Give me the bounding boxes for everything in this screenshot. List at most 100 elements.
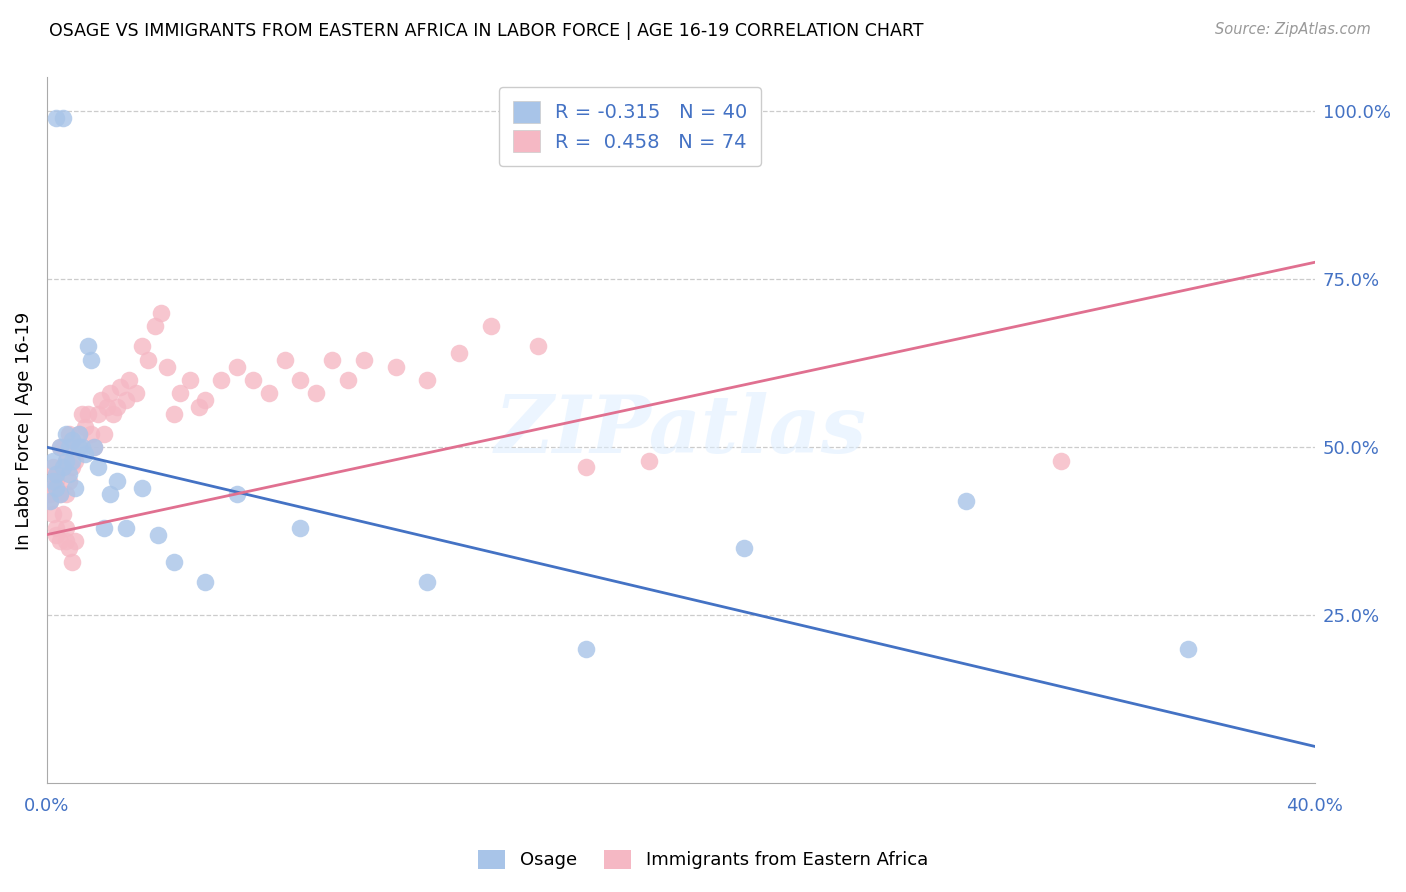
Point — [67, 440, 90, 454]
Point — [45, 521, 67, 535]
Text: Source: ZipAtlas.com: Source: ZipAtlas.com — [1215, 22, 1371, 37]
Point — [479, 319, 502, 334]
Point — [73, 420, 96, 434]
Point — [58, 541, 80, 555]
Point — [55, 521, 77, 535]
Point — [194, 393, 217, 408]
Point — [39, 494, 62, 508]
Point — [143, 319, 166, 334]
Point — [60, 453, 83, 467]
Point — [77, 339, 100, 353]
Point — [39, 487, 62, 501]
Point — [156, 359, 179, 374]
Point — [194, 574, 217, 589]
Point — [575, 460, 598, 475]
Point — [242, 373, 264, 387]
Point — [115, 393, 138, 408]
Point — [733, 541, 755, 555]
Point — [337, 373, 360, 387]
Point — [58, 426, 80, 441]
Point — [70, 440, 93, 454]
Point — [67, 426, 90, 441]
Point — [226, 359, 249, 374]
Point — [52, 460, 75, 475]
Point — [80, 426, 103, 441]
Point — [131, 481, 153, 495]
Point — [45, 481, 67, 495]
Point — [55, 426, 77, 441]
Point — [1177, 641, 1199, 656]
Point — [146, 527, 169, 541]
Point — [58, 440, 80, 454]
Point — [55, 453, 77, 467]
Point — [48, 440, 70, 454]
Point — [48, 440, 70, 454]
Point — [96, 400, 118, 414]
Point — [384, 359, 406, 374]
Point — [83, 440, 105, 454]
Point — [290, 521, 312, 535]
Point — [67, 426, 90, 441]
Text: OSAGE VS IMMIGRANTS FROM EASTERN AFRICA IN LABOR FORCE | AGE 16-19 CORRELATION C: OSAGE VS IMMIGRANTS FROM EASTERN AFRICA … — [49, 22, 924, 40]
Point — [321, 352, 343, 367]
Point — [179, 373, 201, 387]
Point — [73, 447, 96, 461]
Y-axis label: In Labor Force | Age 16-19: In Labor Force | Age 16-19 — [15, 311, 32, 549]
Point — [105, 474, 128, 488]
Point — [124, 386, 146, 401]
Point — [55, 487, 77, 501]
Point — [60, 434, 83, 448]
Point — [39, 494, 62, 508]
Point — [45, 467, 67, 482]
Point — [163, 554, 186, 568]
Point — [52, 508, 75, 522]
Point — [209, 373, 232, 387]
Point — [58, 467, 80, 482]
Point — [90, 393, 112, 408]
Point — [955, 494, 977, 508]
Point — [169, 386, 191, 401]
Point — [131, 339, 153, 353]
Point — [42, 481, 65, 495]
Point — [93, 521, 115, 535]
Point — [163, 407, 186, 421]
Point — [105, 400, 128, 414]
Point — [290, 373, 312, 387]
Point — [45, 474, 67, 488]
Point — [65, 534, 87, 549]
Point — [103, 407, 125, 421]
Point — [60, 460, 83, 475]
Point — [52, 111, 75, 125]
Point — [447, 346, 470, 360]
Point — [60, 554, 83, 568]
Point — [98, 487, 121, 501]
Point — [1050, 453, 1073, 467]
Point — [42, 508, 65, 522]
Point — [65, 481, 87, 495]
Point — [108, 380, 131, 394]
Point — [118, 373, 141, 387]
Point — [416, 373, 439, 387]
Point — [45, 527, 67, 541]
Point — [55, 453, 77, 467]
Point — [86, 407, 108, 421]
Point — [65, 453, 87, 467]
Point — [52, 460, 75, 475]
Point — [93, 426, 115, 441]
Point — [58, 474, 80, 488]
Point — [45, 111, 67, 125]
Point — [86, 460, 108, 475]
Point — [55, 534, 77, 549]
Point — [77, 407, 100, 421]
Point — [575, 641, 598, 656]
Point — [273, 352, 295, 367]
Point — [45, 467, 67, 482]
Point — [52, 440, 75, 454]
Point — [98, 386, 121, 401]
Point — [80, 352, 103, 367]
Point — [48, 487, 70, 501]
Point — [226, 487, 249, 501]
Legend: Osage, Immigrants from Eastern Africa: Osage, Immigrants from Eastern Africa — [470, 840, 936, 879]
Point — [527, 339, 550, 353]
Point — [42, 474, 65, 488]
